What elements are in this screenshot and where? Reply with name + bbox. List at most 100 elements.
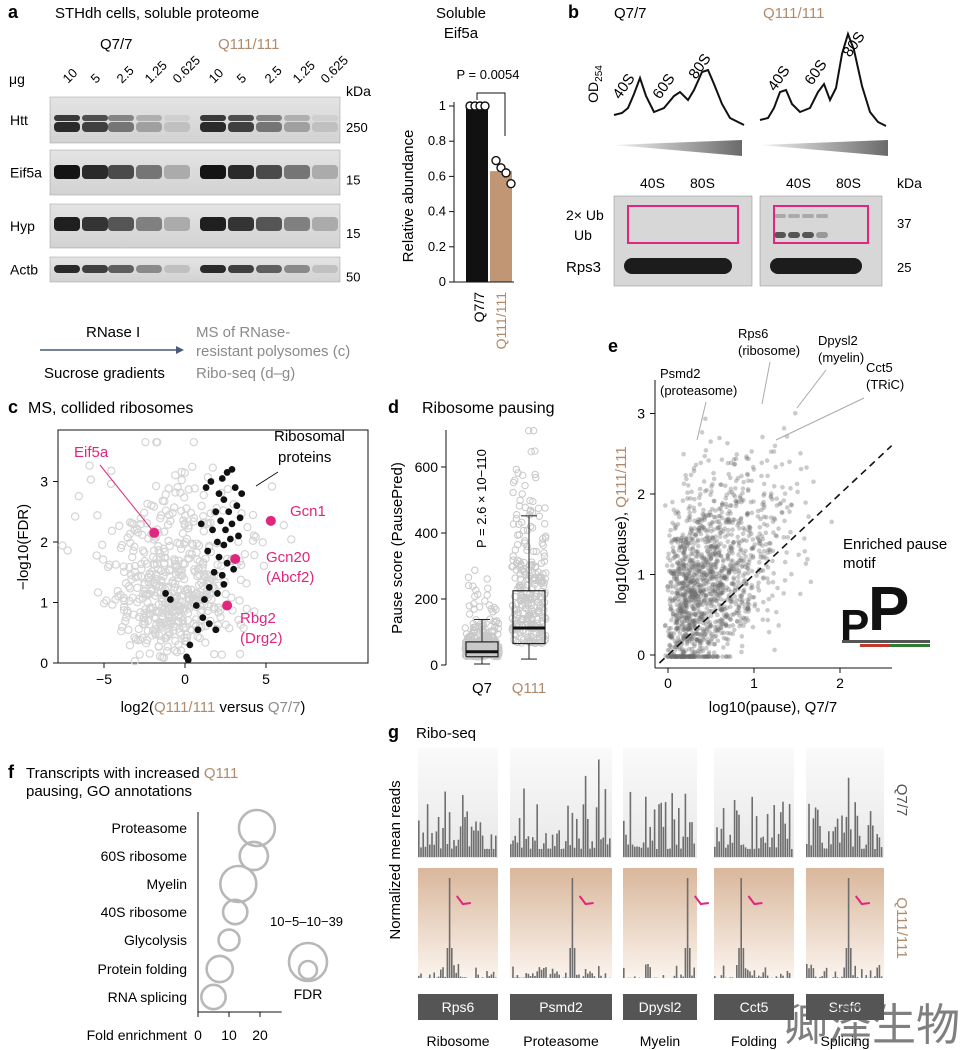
- gene-point: [700, 602, 705, 608]
- q111-read-bar: [645, 964, 647, 978]
- protein-point: [208, 463, 217, 472]
- gene-point: [745, 511, 750, 516]
- gene-point: [675, 625, 680, 631]
- gene-point: [710, 519, 716, 525]
- gene-point: [719, 608, 725, 614]
- protein-point: [140, 608, 149, 618]
- gene-point: [676, 623, 682, 629]
- q7-read-bar: [847, 777, 850, 857]
- gene-point: [720, 587, 726, 592]
- gene-name: Srsf6: [829, 999, 862, 1015]
- blot-band: [108, 122, 134, 132]
- gene-point: [686, 615, 691, 621]
- protein-point: [171, 570, 181, 579]
- gene-point: [725, 615, 731, 620]
- gene-point: [757, 538, 763, 544]
- q111-read-bar: [573, 948, 576, 978]
- gene-point: [736, 568, 742, 573]
- gene-point: [715, 638, 721, 644]
- gene-point: [737, 495, 743, 501]
- gene-point: [766, 580, 771, 585]
- gene-point: [699, 654, 705, 659]
- gene-point: [684, 605, 689, 611]
- gene-point: [710, 551, 716, 557]
- motif-logo-bar: [842, 640, 930, 643]
- q111-read-bar: [684, 948, 687, 978]
- gene-point: [805, 556, 810, 562]
- blot-band-upper: [82, 115, 108, 121]
- go-term-label: Proteasome: [112, 820, 188, 836]
- gene-point: [733, 456, 739, 462]
- gene-point: [744, 454, 749, 459]
- gene-point: [725, 532, 731, 537]
- go-term-label: 60S ribosome: [101, 848, 188, 864]
- pause-point: [527, 606, 536, 614]
- gene-point: [721, 573, 727, 578]
- q111-read-bar: [446, 948, 449, 978]
- gene-point: [726, 587, 731, 592]
- q111-read-bar: [538, 967, 541, 978]
- gene-point: [737, 597, 743, 602]
- protein-point: [195, 633, 204, 643]
- gene-point: [695, 579, 700, 584]
- volcano-y-tick-label: 3: [40, 474, 48, 490]
- gene-point: [719, 509, 725, 515]
- gene-point: [666, 568, 672, 574]
- gene-point: [708, 523, 714, 529]
- pause-point: [509, 488, 517, 497]
- gene-point: [703, 593, 709, 598]
- gene-point: [741, 497, 746, 503]
- gene-point: [771, 483, 777, 489]
- gene-point: [705, 619, 711, 624]
- gene-point: [683, 601, 689, 606]
- gene-point: [720, 557, 726, 562]
- pause-point: [513, 610, 522, 619]
- gene-point: [667, 631, 673, 637]
- gene-point: [692, 611, 697, 617]
- protein-point: [125, 518, 135, 527]
- gene-point: [731, 581, 736, 586]
- gene-point: [695, 519, 701, 525]
- protein-point: [189, 595, 198, 605]
- gene-point: [709, 568, 715, 574]
- gene-point: [745, 601, 750, 607]
- pause-point: [534, 615, 542, 624]
- gene-point: [774, 503, 780, 508]
- gene-point: [703, 601, 709, 606]
- gene-point: [676, 566, 682, 571]
- gene-point: [675, 566, 681, 571]
- gene-point: [697, 609, 702, 615]
- motif-label: motif: [843, 555, 876, 572]
- eif5a-label: Eif5a: [74, 444, 109, 461]
- gene-point: [692, 589, 697, 595]
- protein-point: [179, 516, 188, 525]
- pause-point: [479, 621, 488, 630]
- gene-point: [765, 617, 771, 623]
- q111-read-bar: [551, 968, 554, 978]
- q111-read-bar: [850, 948, 852, 978]
- gene-point: [697, 502, 703, 507]
- gene-point: [679, 654, 685, 659]
- volcano-x-label: log2(Q111/111 versus Q7/7): [121, 699, 306, 716]
- gene-point: [704, 487, 710, 493]
- q111-read-bar: [675, 965, 678, 978]
- gene-point: [690, 536, 696, 542]
- q7-read-bar: [684, 793, 687, 857]
- gene-point: [689, 528, 695, 534]
- gene-point: [679, 654, 685, 659]
- gene-point: [739, 634, 745, 639]
- ribosomal-protein-point: [192, 602, 200, 609]
- gene-point: [747, 525, 753, 530]
- ribosomal-protein-point: [186, 641, 194, 649]
- gene-point: [712, 550, 718, 555]
- highlighted-protein-point: [265, 515, 276, 526]
- protein-point: [164, 484, 173, 493]
- blot-kda-label: 15: [346, 173, 360, 188]
- bar-y-tick-label: 0.6: [428, 168, 446, 183]
- ribosomal-protein-point: [214, 590, 221, 597]
- q111-read-bar: [861, 969, 863, 978]
- psmd2-leader: [696, 401, 707, 441]
- blot-band: [284, 217, 310, 231]
- gene-point: [741, 558, 747, 563]
- gene-point: [679, 646, 685, 652]
